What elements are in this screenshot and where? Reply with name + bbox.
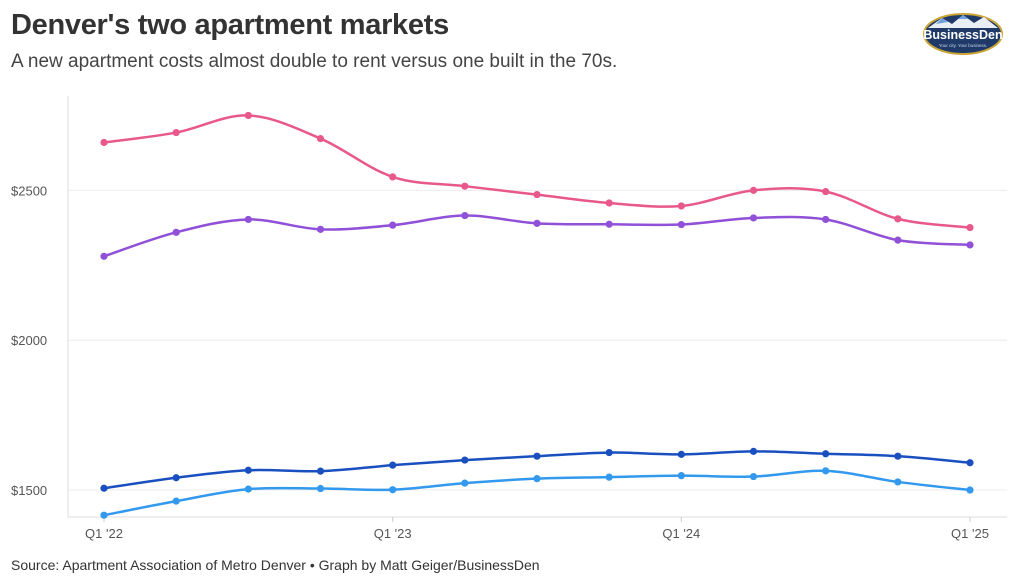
data-point-series-2 (822, 215, 830, 224)
y-tick-label: $2500 (11, 183, 47, 198)
data-point-series-3 (316, 467, 325, 475)
data-point-series-4 (966, 486, 974, 494)
data-point-series-1 (749, 186, 758, 194)
series-line-1 (102, 114, 972, 229)
data-point-series-1 (822, 187, 830, 196)
data-point-series-2 (966, 241, 974, 249)
data-point-series-1 (100, 138, 108, 147)
data-point-series-4 (822, 467, 830, 475)
data-point-series-2 (461, 211, 469, 220)
logo-icon: BusinessDen Your city. Your business. (923, 13, 1003, 55)
data-point-series-1 (533, 190, 541, 199)
logo-tagline: Your city. Your business. (939, 43, 988, 48)
data-point-series-3 (389, 461, 397, 469)
x-tick-label: Q1 '22 (85, 526, 123, 541)
businessden-logo[interactable]: BusinessDen Your city. Your business. (922, 12, 1004, 56)
y-tick-label: $1500 (11, 483, 47, 498)
data-point-series-4 (894, 478, 902, 486)
data-point-series-3 (172, 474, 180, 482)
data-point-series-1 (966, 223, 974, 232)
data-point-series-2 (894, 236, 902, 244)
data-point-series-3 (822, 450, 830, 458)
data-point-series-2 (677, 220, 685, 229)
data-point-series-2 (605, 220, 613, 228)
source-note: Source: Apartment Association of Metro D… (11, 557, 540, 573)
data-point-series-3 (677, 450, 685, 458)
data-point-series-1 (389, 173, 397, 181)
data-point-series-4 (461, 479, 469, 487)
data-point-series-3 (461, 456, 469, 464)
data-point-series-4 (100, 511, 108, 519)
data-point-series-2 (533, 219, 541, 227)
series-layer (100, 111, 974, 519)
data-point-series-1 (605, 199, 613, 207)
data-point-series-1 (172, 128, 180, 137)
data-point-series-2 (316, 225, 325, 233)
data-point-series-1 (244, 111, 252, 120)
x-tick-label: Q1 '25 (951, 526, 989, 541)
data-point-series-1 (461, 182, 469, 190)
x-tick-label: Q1 '23 (374, 526, 412, 541)
data-point-series-4 (533, 475, 541, 483)
data-point-series-2 (172, 228, 180, 236)
data-point-series-3 (749, 447, 758, 455)
data-point-series-1 (894, 215, 902, 223)
data-point-series-1 (677, 202, 685, 210)
data-point-series-3 (966, 459, 974, 467)
data-point-series-3 (605, 448, 613, 457)
data-point-series-4 (749, 472, 758, 481)
data-point-series-3 (533, 452, 541, 460)
data-point-series-2 (244, 215, 252, 224)
x-tick-label: Q1 '24 (662, 526, 700, 541)
chart-title: Denver's two apartment markets (11, 9, 449, 41)
data-point-series-3 (894, 452, 902, 460)
data-point-series-4 (389, 486, 397, 494)
y-tick-label: $2000 (11, 333, 47, 348)
data-point-series-2 (749, 214, 758, 222)
logo-text: BusinessDen (923, 28, 1002, 42)
data-point-series-2 (389, 221, 397, 229)
data-point-series-3 (244, 466, 252, 474)
data-point-series-4 (172, 497, 180, 505)
data-point-series-4 (316, 484, 325, 493)
data-point-series-4 (677, 472, 685, 480)
grid-layer (68, 189, 1007, 491)
data-point-series-4 (605, 473, 613, 481)
chart-subtitle: A new apartment costs almost double to r… (11, 51, 618, 72)
data-point-series-4 (244, 485, 252, 493)
data-point-series-1 (316, 134, 325, 143)
data-point-series-2 (100, 252, 108, 260)
data-point-series-3 (100, 484, 108, 492)
